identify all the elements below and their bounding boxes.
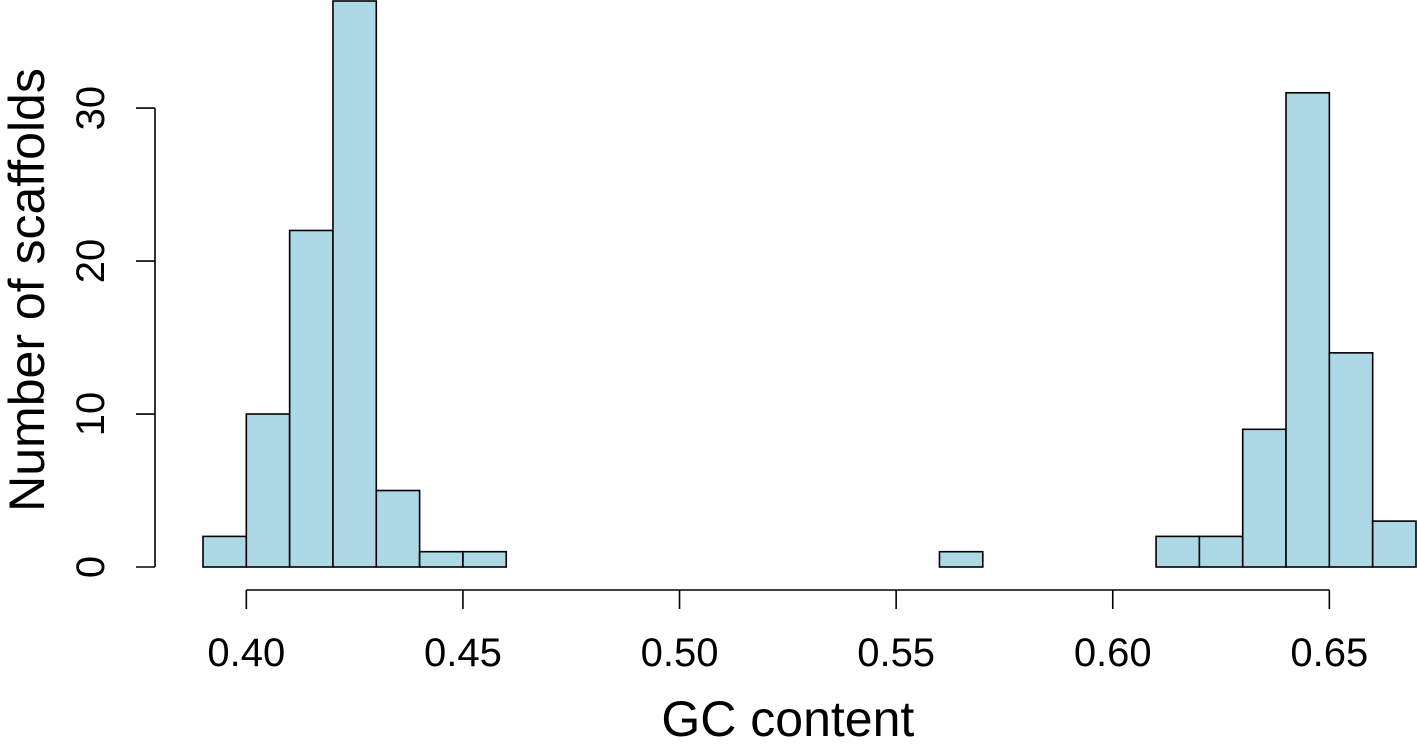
histogram-bar [462,550,508,568]
x-tick-label: 0.50 [641,631,719,675]
y-tick-label: 10 [69,392,113,437]
y-axis-title: Number of scaffolds [0,68,55,512]
histogram-bar [1328,352,1374,568]
histogram-bar [1241,428,1287,568]
histogram-bar [202,535,248,568]
x-tick-label: 0.65 [1290,631,1368,675]
x-axis-title: GC content [661,691,914,745]
x-tick-label: 0.60 [1074,631,1152,675]
y-axis: 0 10 20 30 [69,86,156,578]
x-axis: 0.40 0.45 0.50 0.55 0.60 0.65 [207,589,1368,675]
histogram-bar [375,489,421,568]
histogram-bar [288,229,334,568]
histogram-bar [245,413,291,568]
x-tick-label: 0.45 [424,631,502,675]
histogram-bar [332,0,378,568]
histogram-bar [1198,535,1244,568]
histogram-bar [418,550,464,568]
y-tick-label: 30 [69,86,113,131]
y-tick-label: 20 [69,239,113,284]
y-tick-label: 0 [69,556,113,578]
histogram-bar [1371,520,1417,568]
x-tick-label: 0.55 [857,631,935,675]
histogram-bar [938,550,984,568]
x-tick-label: 0.40 [207,631,285,675]
histogram-bars [202,0,1417,568]
histogram-bar [1285,91,1331,568]
histogram-bar [1155,535,1201,568]
